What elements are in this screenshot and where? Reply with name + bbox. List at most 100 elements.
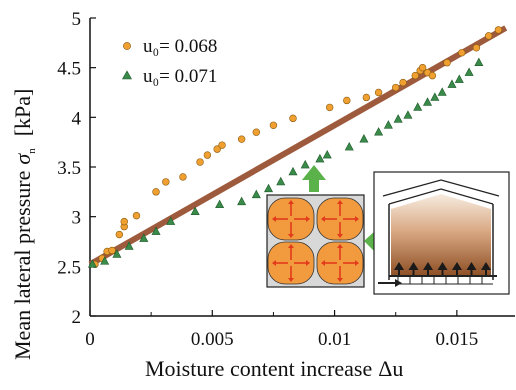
swelling-arrowhead: [288, 200, 294, 204]
x-tick-label: 0.015: [435, 329, 478, 350]
data-point-circle: [269, 121, 278, 129]
data-point-circle: [374, 88, 383, 97]
x-tick-label: 0.01: [318, 329, 351, 350]
data-point-circle: [325, 103, 334, 112]
trend-line: [88, 25, 508, 267]
data-point-triangle: [151, 226, 161, 235]
y-axis-label-subscript: n: [26, 148, 38, 154]
data-point-triangle: [403, 110, 413, 119]
data-point-triangle: [344, 141, 354, 151]
data-point-circle: [458, 49, 466, 57]
data-point-triangle: [264, 183, 274, 193]
data-point-circle: [443, 58, 451, 67]
swelling-arrowhead: [288, 278, 294, 282]
swelling-arrowhead: [272, 260, 276, 266]
data-point-triangle: [430, 92, 440, 101]
data-point-triangle: [300, 159, 310, 169]
airflow-arrowhead: [481, 262, 491, 270]
airflow-arrowhead: [394, 262, 404, 270]
data-point-circle: [418, 63, 427, 72]
swelling-arrowhead: [337, 244, 343, 248]
legend-label-series-1: u₀= 0.068: [143, 36, 217, 57]
data-point-triangle: [393, 114, 403, 123]
series-u0-071: [87, 57, 484, 268]
y-axis-label-unit: [kPa]: [10, 89, 35, 137]
data-point-circle: [108, 246, 116, 255]
data-point-triangle: [166, 216, 176, 225]
data-point-triangle: [251, 189, 261, 199]
y-tick-label: 3.5: [57, 158, 81, 179]
data-point-circle: [115, 230, 124, 239]
data-point-circle: [484, 32, 493, 40]
swelling-arrowhead: [355, 260, 359, 266]
y-ticks: 2 2.5 3 3.5 4 4.5 5: [57, 9, 96, 328]
data-point-triangle: [464, 67, 474, 76]
data-point-circle: [120, 217, 128, 226]
legend-marker-triangle: [121, 70, 133, 80]
swelling-arrowhead: [272, 216, 276, 222]
data-point-triangle: [437, 87, 447, 96]
legend-marker-circle: [123, 42, 131, 50]
data-point-triangle: [139, 233, 149, 242]
swelling-arrowhead: [337, 278, 343, 282]
grain-particle: [316, 241, 364, 285]
swelling-arrowhead: [321, 260, 325, 266]
data-point-triangle: [374, 127, 384, 136]
data-point-triangle: [447, 79, 457, 88]
x-ticks: 0 0.005 0.01 0.015: [85, 310, 478, 350]
data-point-circle: [152, 188, 160, 196]
x-tick-label: 0.005: [191, 329, 234, 350]
airflow-arrowhead: [408, 262, 419, 270]
data-point-triangle: [383, 120, 393, 129]
data-point-circle: [218, 141, 226, 149]
data-point-triangle: [359, 134, 369, 143]
data-point-triangle: [87, 259, 97, 268]
data-point-triangle: [276, 176, 286, 186]
y-tick-label: 2: [72, 307, 82, 328]
data-point-circle: [399, 78, 407, 87]
data-point-triangle: [474, 57, 484, 66]
green-arrow-up: [302, 165, 326, 192]
swelling-arrowhead: [288, 244, 294, 248]
grain-particle: [267, 197, 315, 241]
airflow-arrowhead: [452, 262, 462, 270]
y-axis-label-text: Mean lateral pressure: [10, 171, 35, 360]
grain-particle: [316, 197, 364, 241]
data-point-circle: [472, 44, 481, 52]
swelling-arrowhead: [288, 234, 294, 238]
data-point-triangle: [454, 74, 464, 83]
data-point-circle: [196, 158, 204, 166]
swelling-arrowhead: [355, 216, 359, 222]
swelling-arrowhead: [306, 216, 310, 222]
data-point-triangle: [322, 149, 332, 159]
grain-particle: [267, 241, 315, 285]
airflow-arrowhead: [437, 262, 448, 270]
y-axis-label-symbol: σ: [10, 153, 35, 165]
data-point-triangle: [423, 97, 433, 106]
x-axis-label-symbol: Δu: [378, 356, 403, 381]
swelling-arrowhead: [321, 216, 325, 222]
data-point-circle: [494, 26, 503, 34]
x-axis-label: Moisture content increase Δu: [145, 356, 403, 381]
data-point-triangle: [288, 166, 298, 176]
data-point-triangle: [190, 206, 200, 215]
data-point-triangle: [124, 241, 134, 250]
y-tick-label: 3: [72, 208, 82, 229]
axes: 0 0.005 0.01 0.015 2 2.5 3 3.5 4 4.5 5: [57, 9, 515, 350]
data-point-circle: [213, 145, 221, 153]
series-u0-068: [91, 26, 503, 269]
data-point-circle: [252, 128, 261, 136]
swelling-arrowhead: [306, 260, 310, 266]
data-point-circle: [343, 96, 351, 105]
data-point-triangle: [100, 256, 110, 265]
data-point-circle: [237, 135, 246, 143]
data-point-triangle: [215, 199, 225, 209]
swelling-arrowhead: [337, 234, 343, 238]
airflow-arrowhead: [423, 262, 433, 270]
y-tick-label: 4: [72, 108, 82, 129]
particle-schematic: [266, 194, 365, 288]
airflow-arrowhead: [466, 262, 477, 270]
x-axis-label-text: Moisture content increase: [145, 356, 372, 381]
data-point-circle: [179, 173, 187, 181]
